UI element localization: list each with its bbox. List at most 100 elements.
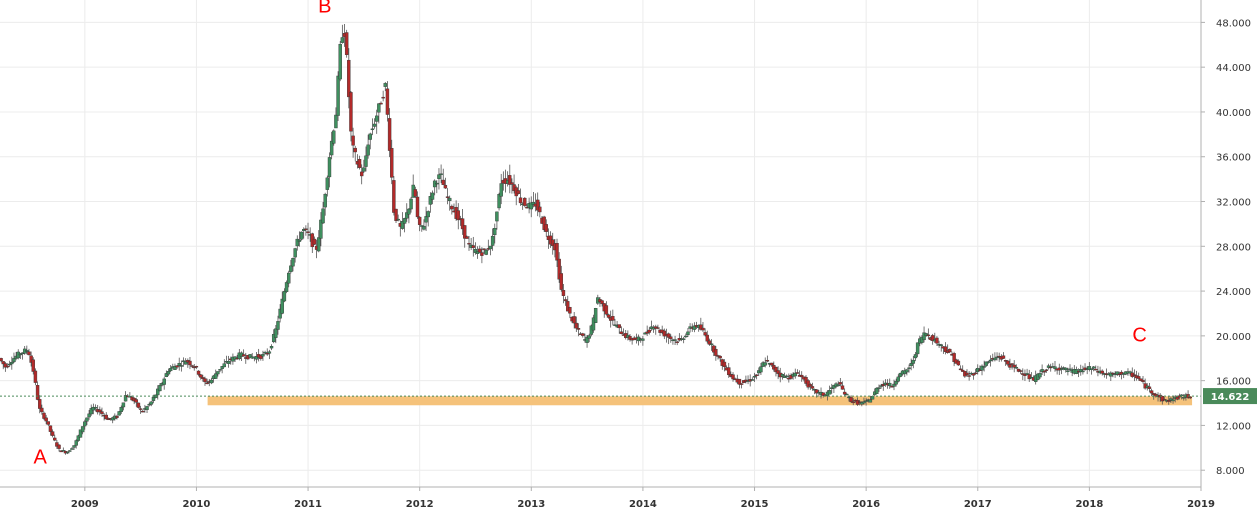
candle-body (763, 362, 767, 366)
candle-body (1025, 373, 1029, 375)
candle-body (628, 336, 632, 340)
candle-body (151, 397, 156, 401)
candle-body (568, 306, 572, 314)
candle-body (926, 334, 931, 337)
candle-body (269, 346, 274, 349)
y-tick-label: 24.000 (1216, 287, 1251, 298)
candle-body (686, 331, 690, 336)
candle-body (119, 407, 123, 412)
candle-body (531, 202, 536, 205)
candle-body (297, 239, 302, 242)
candle-body (80, 426, 85, 433)
candle-body (312, 238, 317, 245)
candle-body (557, 258, 561, 280)
candle-body (924, 333, 928, 336)
candle-body (892, 383, 896, 387)
candle-body (381, 96, 385, 99)
candle-body (3, 363, 8, 368)
candle-body (387, 118, 392, 151)
candle-body (971, 373, 976, 376)
candle-body (168, 368, 173, 372)
candle-body (327, 157, 332, 178)
candle-body (1018, 370, 1023, 372)
candle-body (780, 374, 785, 377)
candle-body (417, 216, 422, 225)
candle-body (166, 371, 171, 375)
candle-body (585, 336, 589, 343)
price-axis[interactable]: 8.000 12.000 16.000 20.000 24.000 28.000 32.00… (1200, 0, 1251, 487)
candle-body (800, 374, 804, 378)
last-price-badge-label: 14.622 (1211, 392, 1250, 403)
candle-body (986, 361, 991, 363)
candle-body (480, 252, 484, 256)
candle-body (390, 148, 394, 178)
candle-body (868, 399, 873, 403)
candle-body (456, 210, 460, 221)
candle-body (329, 140, 334, 156)
y-tick-label: 48.000 (1216, 18, 1251, 29)
candle-body (85, 417, 89, 422)
last-price-badge: 14.622 (1203, 388, 1257, 405)
candle-body (769, 362, 774, 366)
candle-body (776, 370, 780, 374)
candle-body (74, 440, 78, 446)
candle-body (806, 380, 810, 388)
candle-body (862, 401, 866, 404)
candle-body (338, 43, 342, 80)
candle-body (765, 359, 770, 362)
candle-body (518, 197, 523, 204)
candle-body (793, 372, 797, 377)
candle-body (190, 365, 194, 367)
candle-body (61, 450, 66, 452)
candle-body (413, 189, 418, 197)
candle-body (441, 179, 445, 185)
candle-body (147, 403, 151, 406)
candle-body (5, 365, 10, 368)
candle-body (956, 360, 961, 366)
candle-body (203, 378, 207, 383)
candle-body (347, 59, 351, 98)
candle-body (426, 211, 430, 218)
candle-body (179, 365, 184, 367)
candle-body (177, 363, 181, 366)
candle-body (222, 363, 227, 368)
candle-body (336, 75, 340, 116)
candle-body (497, 194, 501, 209)
candle-body (265, 353, 269, 355)
candle-body (935, 337, 939, 344)
candle-body (544, 224, 548, 232)
candle-body (995, 356, 999, 359)
candle-body (784, 375, 789, 378)
candle-body (566, 301, 570, 312)
time-axis[interactable]: 2009 2010 2011 2012 2013 2014 2015 2016 2017 2018… (0, 486, 1215, 510)
candle-body (226, 361, 231, 364)
candle-body (523, 197, 527, 206)
candle-body (1046, 365, 1051, 368)
candle-body (422, 225, 426, 230)
candle-body (1, 361, 5, 365)
candle-body (370, 128, 375, 131)
candle-body (1008, 364, 1012, 368)
candle-body (46, 421, 50, 425)
candle-body (1094, 368, 1098, 371)
candle-body (254, 356, 259, 360)
candle-body (149, 401, 154, 405)
candle-body (278, 308, 282, 319)
candle-body (18, 353, 23, 356)
candle-body (91, 406, 96, 411)
candle-body (104, 414, 108, 420)
candle-body (759, 366, 763, 373)
candle-body (396, 218, 400, 221)
x-tick-label: 2012 (406, 499, 434, 510)
candle-body (1006, 360, 1010, 365)
candle-body (220, 366, 224, 369)
candle-body (795, 372, 800, 374)
candle-body (879, 385, 883, 387)
candle-body (604, 305, 609, 315)
candle-body (1044, 369, 1049, 371)
support-zone-rect (207, 396, 1193, 406)
candle-body (559, 273, 564, 290)
candle-body (98, 409, 102, 413)
candle-body (38, 399, 42, 409)
